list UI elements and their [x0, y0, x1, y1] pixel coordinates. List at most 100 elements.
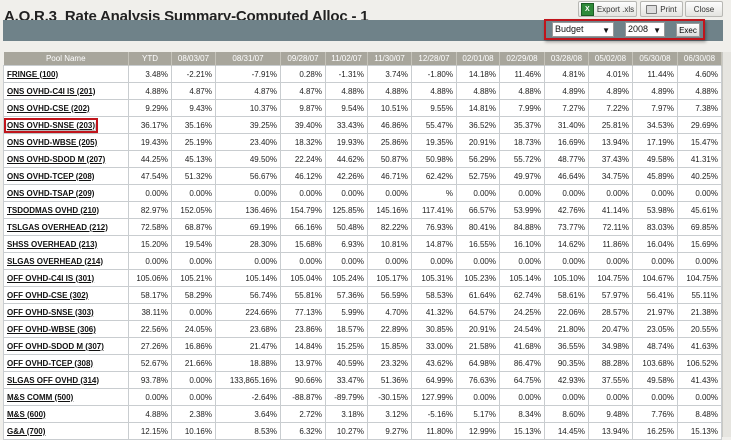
- rate-cell: 55.72%: [499, 150, 545, 168]
- rate-cell: 0.00%: [325, 252, 368, 270]
- pool-link[interactable]: ONS OVHD-CSE (202): [7, 103, 90, 113]
- pool-name-cell: ONS OVHD-SDOD M (207): [3, 150, 129, 168]
- table-row: OFF OVHD-WBSE (306) 22.56% 24.05% 23.68% 23.…: [3, 320, 722, 338]
- rate-cell: 10.51%: [367, 99, 412, 117]
- rate-cell: 46.86%: [367, 116, 412, 134]
- rate-cell: 9.27%: [367, 422, 412, 440]
- rate-cell: 0.00%: [588, 252, 633, 270]
- rate-cell: 41.31%: [677, 150, 722, 168]
- rate-cell: 84.88%: [499, 218, 545, 236]
- dropdown-arrow-icon: ▼: [602, 26, 610, 35]
- rate-cell: 11.86%: [588, 235, 633, 253]
- pool-link[interactable]: M&S COMM (500): [7, 392, 74, 402]
- rate-cell: 7.97%: [632, 99, 678, 117]
- rate-cell: 117.41%: [411, 201, 457, 219]
- type-select[interactable]: Budget ▼: [552, 22, 614, 37]
- rate-cell: 50.48%: [325, 218, 368, 236]
- rate-cell: 22.24%: [280, 150, 326, 168]
- rate-cell: 105.31%: [411, 269, 457, 287]
- rate-cell: 41.14%: [588, 201, 633, 219]
- rate-cell: 9.87%: [280, 99, 326, 117]
- pool-link[interactable]: SLGAS OFF OVHD (314): [7, 375, 100, 385]
- pool-link[interactable]: ONS OVHD-SNSE (203): [3, 117, 99, 133]
- rate-cell: 0.00%: [128, 184, 172, 202]
- pool-link[interactable]: ONS OVHD-TCEP (208): [7, 171, 95, 181]
- rate-cell: 36.17%: [128, 116, 172, 134]
- excel-icon: X: [580, 2, 594, 16]
- rate-cell: 0.00%: [367, 252, 412, 270]
- rate-cell: 0.00%: [456, 388, 500, 406]
- scrollbar[interactable]: [722, 52, 731, 437]
- rate-cell: 14.62%: [544, 235, 589, 253]
- close-button[interactable]: Close: [685, 1, 723, 17]
- rate-cell: 31.40%: [544, 116, 589, 134]
- rate-cell: 0.00%: [171, 303, 216, 321]
- table-row: M&S COMM (500) 0.00% 0.00% -2.64% -88.87% -89…: [3, 388, 722, 406]
- rate-cell: -7.91%: [215, 65, 281, 83]
- pool-name-cell: SHSS OVERHEAD (213): [3, 235, 129, 253]
- rate-cell: 42.76%: [544, 201, 589, 219]
- pool-link[interactable]: ONS OVHD-WBSE (205): [7, 137, 98, 147]
- rate-cell: 8.60%: [544, 405, 589, 423]
- rate-cell: 8.48%: [677, 405, 722, 423]
- rate-cell: 105.23%: [456, 269, 500, 287]
- rate-cell: 0.00%: [588, 388, 633, 406]
- pool-name-cell: TSDODMAS OVHD (210): [3, 201, 129, 219]
- rate-cell: 25.86%: [367, 133, 412, 151]
- year-select[interactable]: 2008 ▼: [625, 22, 665, 37]
- pool-link[interactable]: OFF OVHD-TCEP (308): [7, 358, 94, 368]
- rate-cell: 4.87%: [280, 82, 326, 100]
- rate-cell: 16.55%: [456, 235, 500, 253]
- rate-cell: 50.87%: [367, 150, 412, 168]
- print-label: Print: [660, 4, 677, 14]
- pool-link[interactable]: M&S (600): [7, 409, 46, 419]
- pool-link[interactable]: TSDODMAS OVHD (210): [7, 205, 100, 215]
- pool-link[interactable]: OFF OVHD-CSE (302): [7, 290, 89, 300]
- rate-cell: 3.48%: [128, 65, 172, 83]
- pool-link[interactable]: ONS OVHD-SDOD M (207): [7, 154, 106, 164]
- pool-link[interactable]: TSLGAS OVERHEAD (212): [7, 222, 108, 232]
- table-row: SLGAS OVERHEAD (214) 0.00% 0.00% 0.00% 0.00%…: [3, 252, 722, 270]
- rate-cell: %: [411, 184, 457, 202]
- rate-cell: 66.16%: [280, 218, 326, 236]
- rate-cell: 64.98%: [456, 354, 500, 372]
- rate-cell: 42.26%: [325, 167, 368, 185]
- rate-cell: 0.00%: [171, 184, 216, 202]
- column-header: 11/30/07: [367, 52, 412, 66]
- rate-cell: 104.75%: [677, 269, 722, 287]
- pool-link[interactable]: OFF OVHD-WBSE (306): [7, 324, 96, 334]
- rate-cell: 25.19%: [171, 133, 216, 151]
- rate-cell: 4.70%: [367, 303, 412, 321]
- export-xls-button[interactable]: X Export .xls: [578, 1, 637, 17]
- rate-cell: -30.15%: [367, 388, 412, 406]
- pool-link[interactable]: ONS OVHD-TSAP (209): [7, 188, 95, 198]
- pool-link[interactable]: G&A (700): [7, 426, 46, 436]
- pool-link[interactable]: OFF OVHD-C4I IS (301): [7, 273, 95, 283]
- rate-cell: 16.10%: [499, 235, 545, 253]
- rate-cell: 35.37%: [499, 116, 545, 134]
- pool-link[interactable]: ONS OVHD-C4I IS (201): [7, 86, 96, 96]
- print-button[interactable]: Print: [640, 1, 683, 17]
- rate-cell: 20.91%: [456, 133, 500, 151]
- rate-cell: 133,865.16%: [215, 371, 281, 389]
- rate-cell: 34.98%: [588, 337, 633, 355]
- exec-button[interactable]: Exec: [676, 23, 700, 37]
- rate-cell: 62.42%: [411, 167, 457, 185]
- rate-cell: 0.00%: [632, 252, 678, 270]
- rate-cell: 4.60%: [677, 65, 722, 83]
- pool-link[interactable]: SLGAS OVERHEAD (214): [7, 256, 104, 266]
- rate-cell: 5.17%: [456, 405, 500, 423]
- pool-link[interactable]: OFF OVHD-SNSE (303): [7, 307, 94, 317]
- rate-cell: 56.41%: [632, 286, 678, 304]
- rate-cell: 0.00%: [215, 184, 281, 202]
- rate-cell: 10.27%: [325, 422, 368, 440]
- rate-cell: 0.00%: [677, 388, 722, 406]
- column-header: 08/03/07: [171, 52, 216, 66]
- pool-link[interactable]: SHSS OVERHEAD (213): [7, 239, 98, 249]
- pool-link[interactable]: OFF OVHD-SDOD M (307): [7, 341, 104, 351]
- rate-cell: 23.86%: [280, 320, 326, 338]
- pool-link[interactable]: FRINGE (100): [7, 69, 59, 79]
- rate-cell: 57.36%: [325, 286, 368, 304]
- rate-cell: 0.00%: [411, 252, 457, 270]
- rate-cell: 0.00%: [677, 252, 722, 270]
